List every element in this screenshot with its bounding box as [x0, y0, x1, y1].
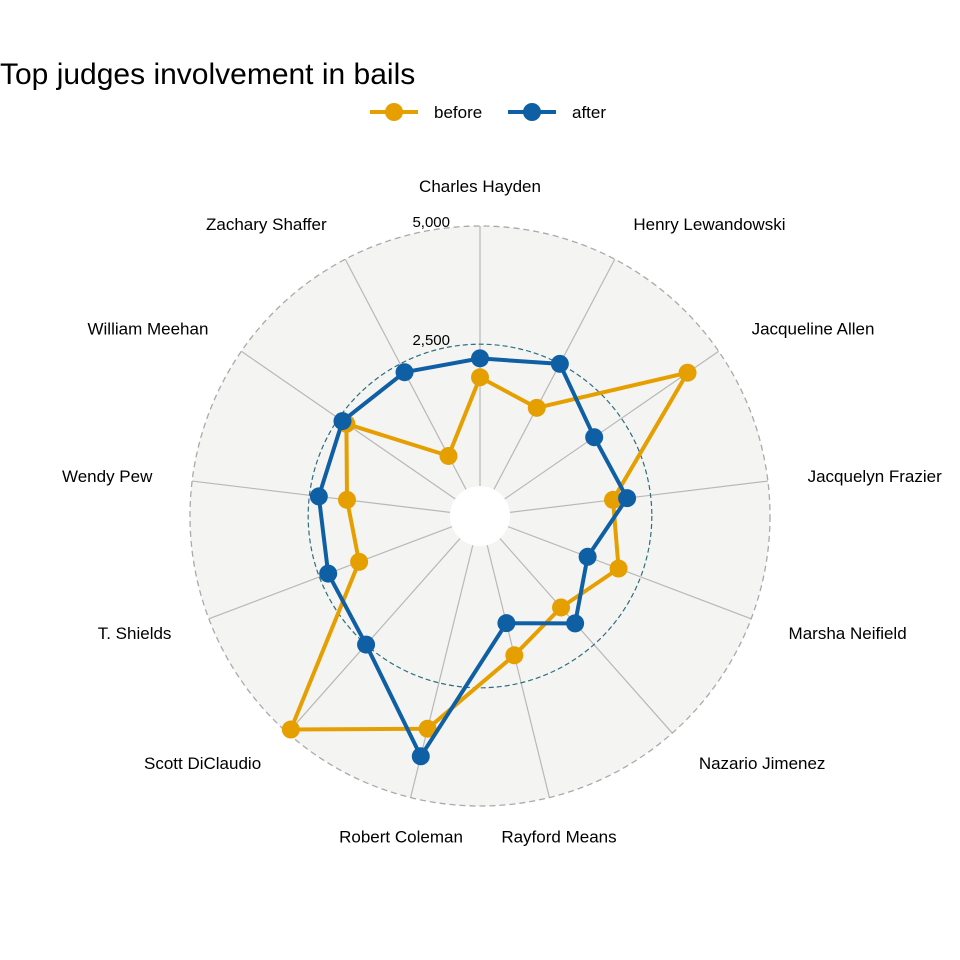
- legend-after-marker: [523, 103, 541, 121]
- plot-area: 2,500 5,000 Charles Hayden Henry Lewandowsk…: [62, 177, 942, 846]
- outer-gridline: [189, 225, 771, 807]
- category-label: Jacquelyn Frazier: [808, 467, 943, 486]
- data-point-before: [604, 490, 623, 509]
- data-point-after: [618, 489, 637, 508]
- category-label: Wendy Pew: [62, 467, 153, 486]
- data-point-after: [357, 635, 376, 654]
- category-label: Zachary Shaffer: [206, 215, 327, 234]
- category-label: Marsha Neifield: [789, 624, 907, 643]
- data-point-before: [439, 446, 458, 465]
- spoke-line: [509, 480, 768, 513]
- series-line-before: [288, 370, 690, 732]
- data-point-after: [411, 747, 430, 766]
- data-point-before: [505, 646, 524, 665]
- data-point-after: [578, 547, 597, 566]
- data-point-before: [418, 719, 437, 738]
- data-point-before: [552, 598, 571, 617]
- category-label: Rayford Means: [501, 827, 616, 846]
- data-point-before: [609, 559, 628, 578]
- legend: before after: [370, 103, 606, 122]
- category-label: Henry Lewandowski: [633, 215, 785, 234]
- category-label: Nazario Jimenez: [699, 754, 826, 773]
- radial-tick-label: 5,000: [412, 214, 450, 231]
- data-point-after: [550, 354, 569, 373]
- data-point-after: [395, 363, 414, 382]
- data-point-before: [281, 720, 300, 739]
- legend-item-before: before: [370, 103, 482, 122]
- data-point-before: [678, 363, 697, 382]
- data-point-after: [309, 487, 328, 506]
- data-point-before: [471, 368, 489, 387]
- series-after: [309, 349, 637, 766]
- chart-title: Top judges involvement in bails: [0, 58, 415, 91]
- data-point-after: [585, 428, 604, 447]
- radial-tick-label: 2,500: [412, 332, 450, 349]
- data-point-after: [566, 614, 585, 633]
- data-point-before: [337, 490, 356, 509]
- spoke-line: [486, 544, 550, 798]
- spoke-line: [287, 538, 461, 734]
- category-label: Charles Hayden: [419, 177, 541, 196]
- category-label: Jacqueline Allen: [752, 320, 875, 339]
- data-point-after: [319, 564, 338, 583]
- center-hole: [450, 486, 510, 546]
- series-line-after: [316, 356, 630, 759]
- legend-item-after: after: [508, 103, 606, 122]
- category-label: T. Shields: [98, 624, 172, 643]
- data-point-before: [350, 552, 369, 571]
- data-point-after: [471, 349, 489, 368]
- category-label: William Meehan: [87, 320, 208, 339]
- mid-gridline: [307, 343, 653, 689]
- legend-before-label: before: [434, 103, 482, 122]
- spoke-line: [493, 258, 616, 490]
- legend-after-label: after: [572, 103, 606, 122]
- data-point-after: [497, 614, 516, 633]
- spoke-line: [499, 538, 673, 734]
- spoke-line: [507, 526, 752, 620]
- category-label: Scott DiClaudio: [144, 754, 261, 773]
- data-point-before: [527, 398, 546, 417]
- data-point-after: [333, 412, 352, 431]
- legend-before-marker: [385, 103, 403, 121]
- category-label: Robert Coleman: [339, 827, 463, 846]
